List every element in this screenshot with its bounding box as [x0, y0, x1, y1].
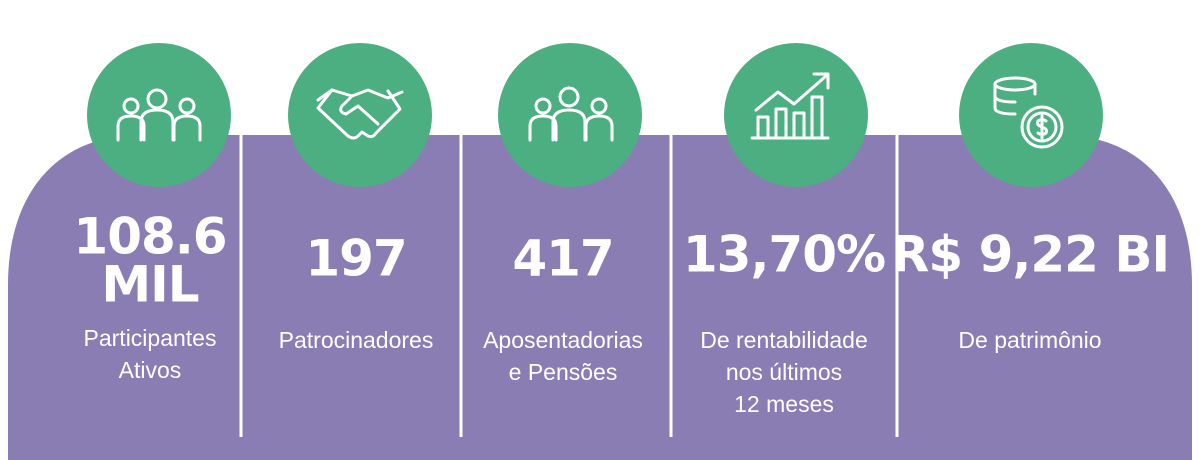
icon-handshake [316, 88, 404, 140]
stat-label: nos últimos [726, 359, 842, 385]
stat-value: 13,70% [683, 226, 885, 284]
stat-value: MIL [101, 256, 198, 314]
icon-people-2 [528, 86, 614, 142]
stat-label: Participantes [84, 325, 217, 351]
stat-value: 197 [305, 230, 406, 288]
stat-value: R$ 9,22 BI [891, 226, 1169, 284]
dividers [239, 135, 899, 437]
stat-label: e Pensões [509, 359, 618, 385]
stat-label: Aposentadorias [483, 327, 643, 353]
icon-people [116, 88, 202, 142]
stat-label: 12 meses [734, 391, 834, 417]
stat-value: 417 [512, 230, 613, 288]
icon-circles [87, 43, 1103, 187]
stat-label: De patrimônio [958, 327, 1101, 353]
icon-coins [993, 76, 1064, 149]
stat-label: De rentabilidade [700, 327, 868, 353]
stat-value: 108.6 [73, 208, 226, 266]
icon-growth [750, 72, 830, 140]
stat-label: Patrocinadores [279, 327, 434, 353]
stat-label: Ativos [119, 357, 182, 383]
